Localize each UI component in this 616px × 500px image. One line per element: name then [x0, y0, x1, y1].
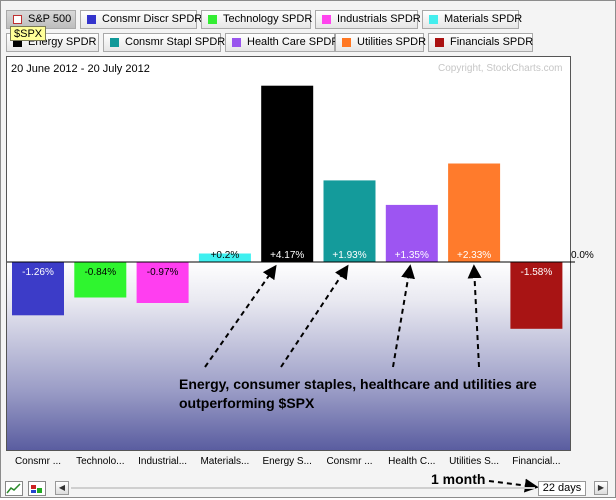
- legend-swatch: [322, 15, 331, 24]
- legend-tab-health-care-spdr[interactable]: Health Care SPDR: [225, 33, 339, 52]
- bar-value-label: -1.26%: [22, 267, 54, 278]
- x-tick-label: Industrial...: [138, 456, 187, 467]
- days-selector[interactable]: 22 days: [538, 481, 586, 496]
- legend-label: Technology SPDR: [223, 13, 313, 25]
- legend-tab-financials-spdr[interactable]: Financials SPDR: [428, 33, 533, 52]
- line-chart-icon[interactable]: [5, 481, 23, 496]
- legend-swatch: [87, 15, 96, 24]
- bar-value-label: -0.97%: [147, 267, 179, 278]
- bar-4: [261, 85, 314, 262]
- legend-label: Consmr Stapl SPDR: [125, 36, 226, 48]
- bar-7: [448, 163, 501, 262]
- legend-label: Health Care SPDR: [247, 36, 340, 48]
- arrow-energy: [204, 264, 277, 368]
- month-label: 1 month: [431, 471, 486, 487]
- x-tick-label: Financial...: [512, 456, 560, 467]
- legend-label: Industrials SPDR: [337, 13, 421, 25]
- arrow-health-care: [392, 264, 416, 368]
- bar-value-label: +1.35%: [395, 250, 429, 261]
- bar-value-label: +1.93%: [332, 250, 366, 261]
- bar-chart-icon[interactable]: [28, 481, 46, 496]
- x-tick-label: Consmr ...: [15, 456, 61, 467]
- legend-swatch: [429, 15, 438, 24]
- x-tick-label: Technolo...: [76, 456, 124, 467]
- bars-group: -1.26% -0.84% -0.97% +0.2% +4.17% +1.93% +1.35…: [12, 85, 563, 329]
- legend-swatch: [110, 38, 119, 47]
- legend-tab-materials-spdr[interactable]: Materials SPDR: [422, 10, 523, 29]
- scroll-track[interactable]: [71, 487, 535, 489]
- arrow-month: [488, 478, 539, 493]
- x-tick-label: Materials...: [200, 456, 249, 467]
- legend-label: Financials SPDR: [450, 36, 534, 48]
- legend-swatch: [208, 15, 217, 24]
- legend-tab-technology-spdr[interactable]: Technology SPDR: [201, 10, 313, 29]
- legend-swatch: [13, 15, 22, 24]
- legend-swatch: [232, 38, 241, 47]
- bar-6: [385, 204, 438, 262]
- bar-value-label: +4.17%: [270, 250, 304, 261]
- legend-label: Materials SPDR: [444, 13, 523, 25]
- annotation-text: Energy, consumer staples, healthcare and…: [179, 376, 537, 411]
- x-tick-label: Utilities S...: [449, 456, 499, 467]
- scroll-right-icon[interactable]: ▶: [594, 481, 608, 495]
- annotation-arrows: [204, 264, 539, 493]
- x-tick-label: Consmr ...: [326, 456, 372, 467]
- legend-label: S&P 500: [28, 13, 72, 25]
- legend-swatch: [435, 38, 444, 47]
- arrow-utilities: [467, 264, 482, 368]
- bar-value-label: +2.33%: [457, 250, 491, 261]
- bar-value-label: -0.84%: [84, 267, 116, 278]
- x-tick-label: Energy S...: [262, 456, 311, 467]
- tooltip: $SPX: [10, 26, 47, 41]
- bar-2: [136, 262, 189, 303]
- legend-tab-consmr-stapl-spdr[interactable]: Consmr Stapl SPDR: [103, 33, 225, 52]
- legend-tab-industrials-spdr[interactable]: Industrials SPDR: [315, 10, 421, 29]
- bar-value-label: -1.58%: [521, 267, 553, 278]
- x-tick-label: Health C...: [388, 456, 435, 467]
- legend-tab-consmr-discr-spdr[interactable]: Consmr Discr SPDR: [80, 10, 202, 29]
- bar-8: [510, 262, 563, 329]
- bar-value-label: +0.2%: [211, 250, 240, 261]
- bar-3: [198, 253, 251, 262]
- scroll-left-icon[interactable]: ◀: [55, 481, 69, 495]
- legend-label: Consmr Discr SPDR: [102, 13, 203, 25]
- bottom-toolbar: ◀ 22 days ▶: [1, 479, 615, 497]
- legend-tab-utilities-spdr[interactable]: Utilities SPDR: [335, 33, 427, 52]
- right-axis-label: 0.0%: [571, 250, 594, 261]
- arrow-consumer-staples: [280, 264, 349, 368]
- bar-0: [12, 262, 64, 316]
- bar-1: [74, 262, 127, 298]
- legend-label: Utilities SPDR: [357, 36, 427, 48]
- copyright: Copyright, StockCharts.com: [438, 63, 563, 74]
- bar-5: [323, 180, 376, 262]
- x-tick-labels: Consmr ... Technolo... Industrial... Materi…: [15, 456, 561, 467]
- legend-swatch: [342, 38, 351, 47]
- date-range: 20 June 2012 - 20 July 2012: [11, 63, 150, 75]
